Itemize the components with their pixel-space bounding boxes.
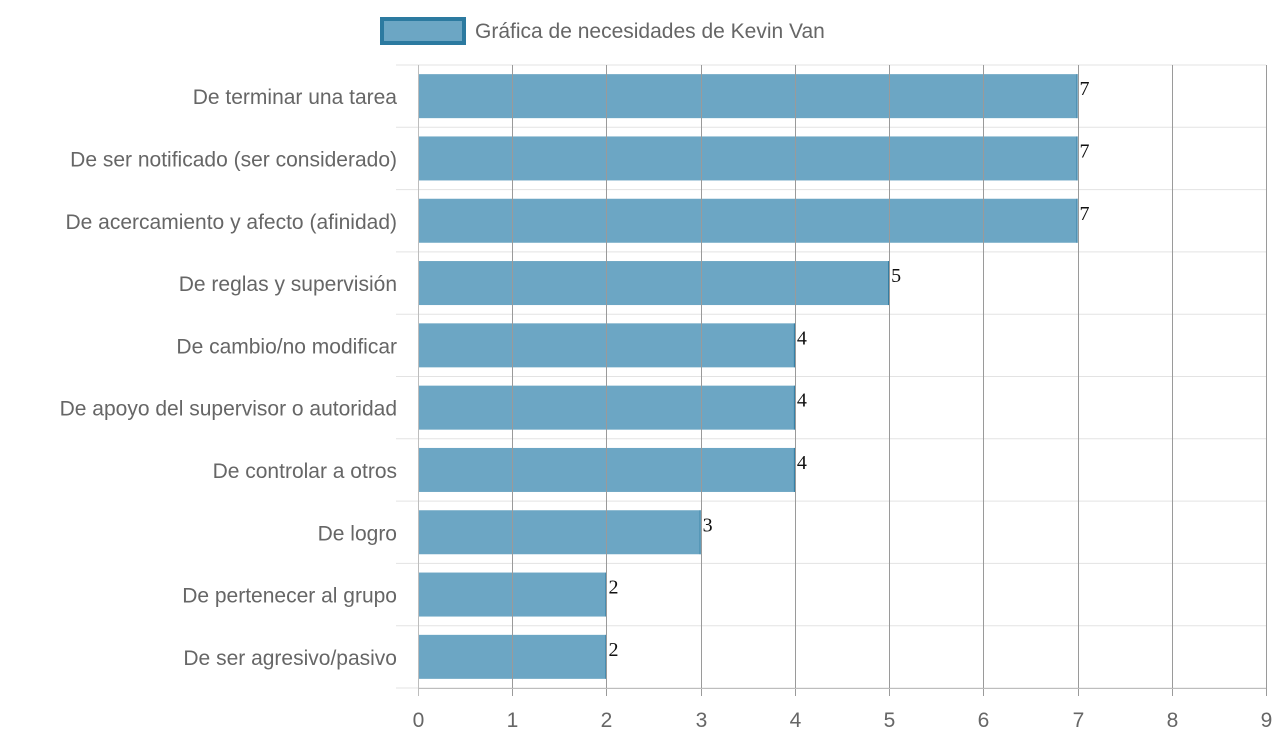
data-label: 2 — [608, 577, 618, 599]
category-label: De controlar a otros — [213, 460, 397, 483]
x-tick-label: 2 — [601, 709, 613, 732]
data-label: 4 — [797, 327, 807, 349]
category-label: De acercamiento y afecto (afinidad) — [66, 211, 398, 234]
category-label: De apoyo del supervisor o autoridad — [60, 398, 397, 421]
data-label: 2 — [608, 639, 618, 661]
data-label: 4 — [797, 390, 807, 412]
category-label: De ser agresivo/pasivo — [183, 647, 397, 670]
bar[interactable] — [418, 510, 701, 555]
x-tick-label: 5 — [884, 709, 896, 732]
bar[interactable] — [418, 136, 1078, 181]
legend[interactable]: Gráfica de necesidades de Kevin Van — [380, 17, 825, 45]
vertical-gridlines — [418, 65, 1267, 696]
category-label: De reglas y supervisión — [179, 273, 397, 296]
legend-swatch[interactable] — [380, 17, 466, 45]
category-label: De terminar una tarea — [193, 86, 398, 109]
x-tick-label: 6 — [978, 709, 990, 732]
x-tick-label: 7 — [1073, 709, 1085, 732]
data-label: 5 — [891, 265, 901, 287]
category-label: De cambio/no modificar — [176, 335, 397, 358]
data-label: 7 — [1080, 140, 1090, 162]
data-label: 4 — [797, 452, 807, 474]
x-tick-label: 4 — [790, 709, 802, 732]
x-tick-label: 0 — [413, 709, 425, 732]
legend-label[interactable]: Gráfica de necesidades de Kevin Van — [475, 20, 825, 43]
x-tick-label: 9 — [1261, 709, 1273, 732]
bar[interactable] — [418, 198, 1078, 243]
data-label: 7 — [1080, 78, 1090, 100]
bar[interactable] — [418, 261, 890, 306]
x-tick-label: 8 — [1167, 709, 1179, 732]
x-tick-label: 3 — [696, 709, 708, 732]
data-label: 3 — [703, 514, 713, 536]
category-label: De ser notificado (ser considerado) — [70, 148, 397, 171]
x-tick-label: 1 — [507, 709, 519, 732]
category-label: De pertenecer al grupo — [182, 585, 397, 608]
labels: 0 1 2 3 4 5 6 7 8 9 De terminar una tarea 7 De ser n… — [60, 78, 1273, 732]
data-label: 7 — [1080, 203, 1090, 225]
category-label: De logro — [318, 522, 397, 545]
bar[interactable] — [418, 74, 1078, 119]
